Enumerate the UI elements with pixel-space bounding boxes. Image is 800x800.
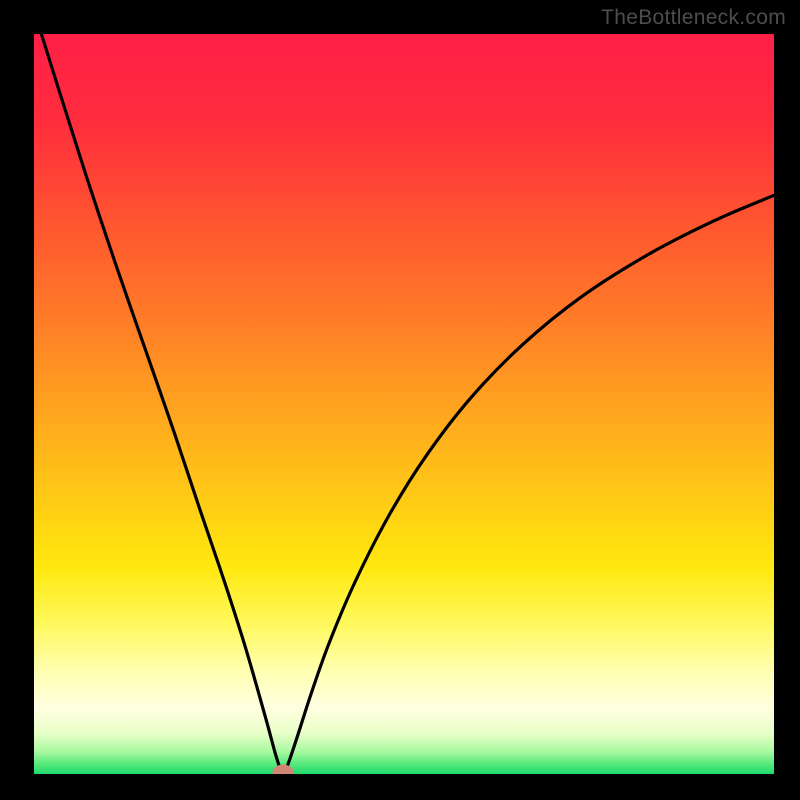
minimum-marker (272, 764, 293, 774)
watermark-text: TheBottleneck.com (601, 6, 786, 30)
plot-area (34, 34, 774, 774)
bottleneck-curve (34, 34, 774, 774)
